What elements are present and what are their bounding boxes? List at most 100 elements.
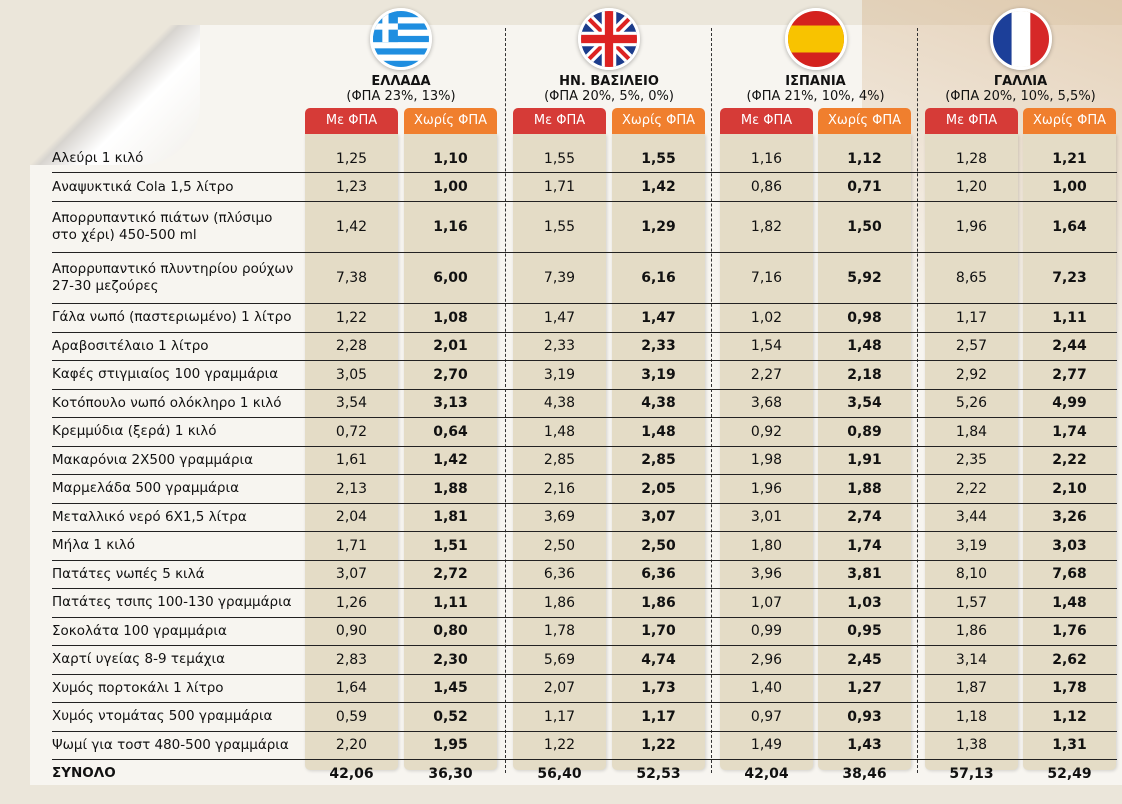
price-with-vat: 2,33: [543, 338, 576, 355]
price-without-vat: 3,54: [847, 395, 882, 412]
price-without-vat: 2,10: [1052, 480, 1087, 497]
price-with-vat: 1,49: [750, 737, 783, 754]
price-with-vat: 1,71: [335, 537, 368, 554]
price-without-vat: 1,74: [847, 537, 882, 554]
price-with-vat: 1,86: [955, 623, 988, 640]
price-with-vat: 1,80: [750, 537, 783, 554]
price-without-vat: 38,46: [842, 765, 887, 782]
price-with-vat: 7,39: [543, 270, 576, 286]
price-without-vat: 1,00: [433, 179, 468, 195]
price-with-vat: 2,85: [543, 452, 576, 469]
price-with-vat: 1,26: [335, 594, 368, 611]
price-with-vat: 1,54: [750, 338, 783, 355]
price-with-vat: 3,69: [543, 509, 576, 526]
price-without-vat: 1,11: [433, 594, 468, 611]
price-without-vat: 6,16: [641, 270, 676, 286]
price-with-vat: 1,84: [955, 423, 988, 440]
price-without-vat: 1,76: [1052, 623, 1087, 640]
table-row: Σοκολάτα 100 γραμμάρια 0,90 0,80 1,78 1,70 0,…: [52, 618, 1117, 646]
table-row: Μαρμελάδα 500 γραμμάρια 2,13 1,88 2,16 2,05 1…: [52, 475, 1117, 504]
price-without-vat: 0,89: [847, 423, 882, 440]
price-without-vat: 1,48: [641, 423, 676, 440]
item-label: Κοτόπουλο νωπό ολόκληρο 1 κιλό: [52, 394, 282, 411]
price-with-vat: 2,35: [955, 452, 988, 469]
price-without-vat: 6,00: [433, 270, 468, 286]
price-without-vat: 2,01: [433, 338, 468, 355]
price-without-vat: 3,03: [1052, 537, 1087, 554]
header-with-vat: Με ΦΠΑ: [513, 108, 606, 134]
price-with-vat: 1,23: [335, 179, 368, 195]
item-label: Χαρτί υγείας 8-9 τεμάχια: [52, 651, 226, 668]
price-with-vat: 8,10: [955, 566, 988, 583]
table-row: Μήλα 1 κιλό 1,71 1,51 2,50 2,50 1,80 1,74 3,19 3…: [52, 532, 1117, 561]
price-with-vat: 1,61: [335, 452, 368, 469]
price-with-vat: 0,99: [750, 623, 783, 640]
price-with-vat: 2,20: [335, 737, 368, 754]
price-with-vat: 3,19: [955, 537, 988, 554]
price-with-vat: 1,02: [750, 309, 783, 326]
price-without-vat: 4,38: [641, 395, 676, 412]
country-header: ΓΑΛΛΙΑ (ΦΠΑ 20%, 10%, 5,5%): [921, 0, 1121, 104]
price-with-vat: 0,97: [750, 708, 783, 725]
price-with-vat: 1,18: [955, 708, 988, 725]
item-label: Απορρυπαντικό πλυντηρίου ρούχων 27-30 με…: [52, 261, 294, 294]
table-row: Αλεύρι 1 κιλό 1,25 1,10 1,55 1,55 1,16 1,12 1,2…: [52, 145, 1117, 173]
price-with-vat: 1,96: [750, 480, 783, 497]
item-label: Κρεμμύδια (ξερά) 1 κιλό: [52, 423, 217, 440]
price-with-vat: 2,07: [543, 680, 576, 697]
item-label: Μαρμελάδα 500 γραμμάρια: [52, 480, 239, 497]
price-with-vat: 3,19: [543, 366, 576, 383]
header-without-vat: Χωρίς ΦΠΑ: [404, 108, 497, 134]
price-without-vat: 1,73: [641, 680, 676, 697]
price-without-vat: 2,44: [1052, 338, 1087, 355]
header-with-vat: Με ΦΠΑ: [925, 108, 1018, 134]
price-without-vat: 1,81: [433, 509, 468, 526]
price-with-vat: 1,38: [955, 737, 988, 754]
price-with-vat: 1,20: [955, 179, 988, 195]
price-without-vat: 3,19: [641, 366, 676, 383]
price-without-vat: 1,88: [847, 480, 882, 497]
price-without-vat: 1,17: [641, 708, 676, 725]
france-flag-icon: [989, 8, 1052, 70]
price-with-vat: 5,26: [955, 395, 988, 412]
item-label: Καφές στιγμιαίος 100 γραμμάρια: [52, 366, 279, 383]
price-with-vat: 7,38: [335, 270, 368, 286]
table-row: Πατάτες νωπές 5 κιλά 3,07 2,72 6,36 6,36 3,96…: [52, 561, 1117, 589]
price-with-vat: 2,57: [955, 338, 988, 355]
column-without-vat: [818, 134, 911, 770]
price-without-vat: 1,48: [1052, 594, 1087, 611]
item-label: Πατάτες τσιπς 100-130 γραμμάρια: [52, 594, 292, 611]
price-with-vat: 2,83: [335, 651, 368, 668]
item-label: Απορρυπαντικό πιάτων (πλύσιμο στο χέρι) …: [52, 210, 273, 243]
price-without-vat: 4,74: [641, 651, 676, 668]
column-with-vat: [720, 134, 813, 770]
price-without-vat: 2,22: [1052, 452, 1087, 469]
price-without-vat: 1,03: [847, 594, 882, 611]
price-with-vat: 1,48: [543, 423, 576, 440]
price-without-vat: 1,45: [433, 680, 468, 697]
price-with-vat: 1,22: [335, 309, 368, 326]
table-row: Απορρυπαντικό πιάτων (πλύσιμο στο χέρι) …: [52, 202, 1117, 253]
price-with-vat: 1,78: [543, 623, 576, 640]
price-without-vat: 1,51: [433, 537, 468, 554]
price-with-vat: 1,55: [543, 219, 576, 235]
price-with-vat: 1,22: [543, 737, 576, 754]
country-header: ΙΣΠΑΝΙΑ (ΦΠΑ 21%, 10%, 4%): [716, 0, 916, 104]
country-vat-rates: (ΦΠΑ 23%, 13%): [346, 89, 456, 104]
price-with-vat: 1,96: [955, 219, 988, 235]
country-header: ΗΝ. ΒΑΣΙΛΕΙΟ (ΦΠΑ 20%, 5%, 0%): [509, 0, 709, 104]
price-with-vat: 1,28: [955, 150, 988, 167]
column-with-vat: [925, 134, 1018, 770]
country-vat-rates: (ΦΠΑ 20%, 10%, 5,5%): [945, 89, 1096, 104]
price-with-vat: 0,92: [750, 423, 783, 440]
price-with-vat: 3,14: [955, 651, 988, 668]
item-label: Αλεύρι 1 κιλό: [52, 150, 144, 167]
price-without-vat: 1,70: [641, 623, 676, 640]
country-name: ΕΛΛΑΔΑ: [371, 74, 431, 89]
price-without-vat: 1,42: [433, 452, 468, 469]
table-row: Ψωμί για τοστ 480-500 γραμμάρια 2,20 1,95 1…: [52, 732, 1117, 760]
price-without-vat: 1,64: [1052, 219, 1087, 235]
price-with-vat: 7,16: [750, 270, 783, 286]
price-with-vat: 2,96: [750, 651, 783, 668]
item-label: Μήλα 1 κιλό: [52, 537, 136, 554]
